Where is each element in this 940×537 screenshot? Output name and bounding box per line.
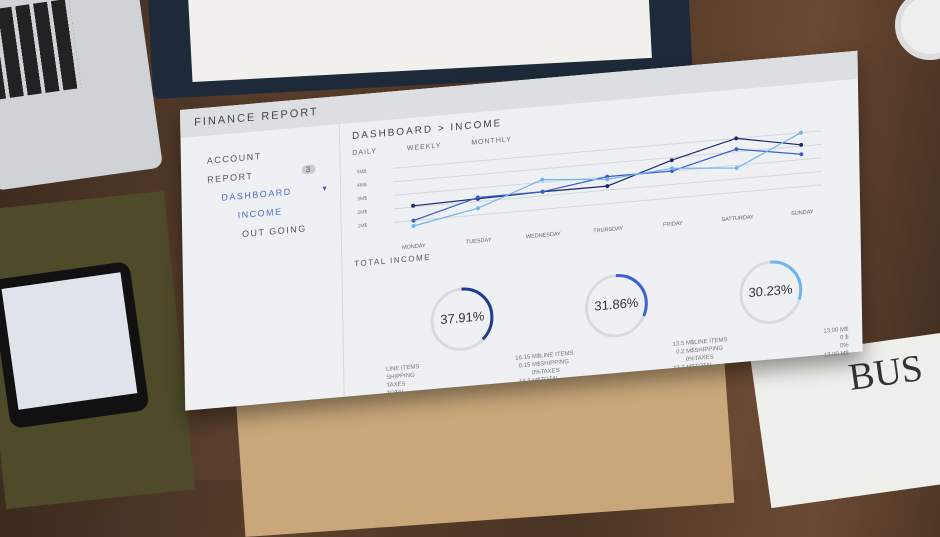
donut-card: 30.23% LINE ITEMS 13.00 M$ SHIPPING 0 $ TAXES… bbox=[693, 250, 849, 370]
data-point bbox=[669, 166, 674, 171]
donut-card: 31.86% LINE ITEMS 13.5 M$ SHIPPING 0.2 M$ TAX… bbox=[539, 264, 695, 384]
sidebar-item-dashboard[interactable]: DASHBOARD ▼ bbox=[221, 182, 340, 202]
income-line-chart: 1M$ 2M$ 3M$ 4M$ 5M$ MONDAY TUESDAY WEDNESDAY THU… bbox=[357, 130, 822, 251]
y-tick-label: 3M$ bbox=[357, 196, 367, 203]
data-point bbox=[669, 158, 674, 163]
data-point bbox=[734, 166, 739, 171]
data-point bbox=[734, 147, 739, 152]
data-point bbox=[799, 152, 804, 157]
x-tick-label: MONDAY bbox=[402, 243, 426, 251]
data-point bbox=[734, 136, 739, 141]
sidebar-item-report[interactable]: REPORT 3 bbox=[207, 163, 340, 185]
data-point bbox=[475, 195, 480, 200]
data-point bbox=[605, 184, 610, 189]
sidebar: ACCOUNT REPORT 3 DASHBOARD ▼ INCOME OUT GO… bbox=[180, 124, 345, 411]
donut-chart: 37.91% bbox=[427, 281, 498, 357]
y-tick-label: 5M$ bbox=[357, 169, 367, 176]
sidebar-item-label: REPORT bbox=[207, 170, 254, 185]
caret-down-icon: ▼ bbox=[321, 185, 330, 194]
series-line bbox=[413, 148, 802, 222]
gridline bbox=[393, 184, 822, 223]
x-tick-label: TUESDAY bbox=[466, 237, 492, 245]
data-point bbox=[798, 130, 803, 135]
sidebar-item-outgoing[interactable]: OUT GOING bbox=[241, 223, 307, 240]
count-badge: 3 bbox=[301, 164, 316, 175]
phone-screen bbox=[1, 272, 138, 410]
sidebar-item-label: DASHBOARD bbox=[221, 186, 292, 203]
data-point bbox=[540, 189, 545, 194]
data-point bbox=[476, 206, 481, 211]
x-tick-label: WEDNESDAY bbox=[526, 231, 561, 240]
sidebar-item-income[interactable]: INCOME bbox=[237, 206, 283, 221]
planner-page bbox=[187, 0, 652, 82]
gridline bbox=[392, 130, 821, 169]
y-tick-label: 1M$ bbox=[358, 223, 368, 230]
data-point bbox=[540, 177, 545, 182]
keyboard bbox=[0, 0, 82, 101]
y-tick-label: 4M$ bbox=[357, 182, 367, 189]
donut-arc bbox=[739, 260, 802, 324]
data-point bbox=[799, 142, 804, 147]
sidebar-item-account[interactable]: ACCOUNT bbox=[206, 151, 262, 166]
data-point bbox=[605, 177, 610, 182]
x-tick-label: FRIDAY bbox=[663, 221, 683, 229]
smartphone bbox=[0, 260, 150, 430]
x-tick-label: SATTURDAY bbox=[721, 214, 754, 223]
laptop bbox=[0, 0, 164, 191]
x-tick-label: THURSDAY bbox=[593, 226, 623, 235]
data-point bbox=[411, 224, 416, 229]
coffee-cup bbox=[895, 0, 940, 60]
data-point bbox=[411, 203, 416, 208]
donut-arc bbox=[430, 287, 494, 351]
donut-row: 37.91% LINE ITEMS 16.15 M$ SHIPPING 0.15 M$ T… bbox=[385, 250, 849, 397]
newspaper-headline: BUS bbox=[846, 347, 926, 399]
x-tick-label: SUNDAY bbox=[791, 209, 814, 217]
donut-card: 37.91% LINE ITEMS 16.15 M$ SHIPPING 0.15 M$ T… bbox=[385, 277, 541, 397]
data-point bbox=[411, 218, 416, 223]
finance-dashboard-printout: FINANCE REPORT ACCOUNT REPORT 3 DASHBOARD… bbox=[180, 50, 863, 411]
main-content: DASHBOARD > INCOME DAILY WEEKLY MONTHLY … bbox=[352, 88, 849, 397]
y-tick-label: 2M$ bbox=[357, 209, 367, 216]
donut-chart: 31.86% bbox=[581, 268, 652, 344]
donut-chart: 30.23% bbox=[735, 254, 806, 330]
